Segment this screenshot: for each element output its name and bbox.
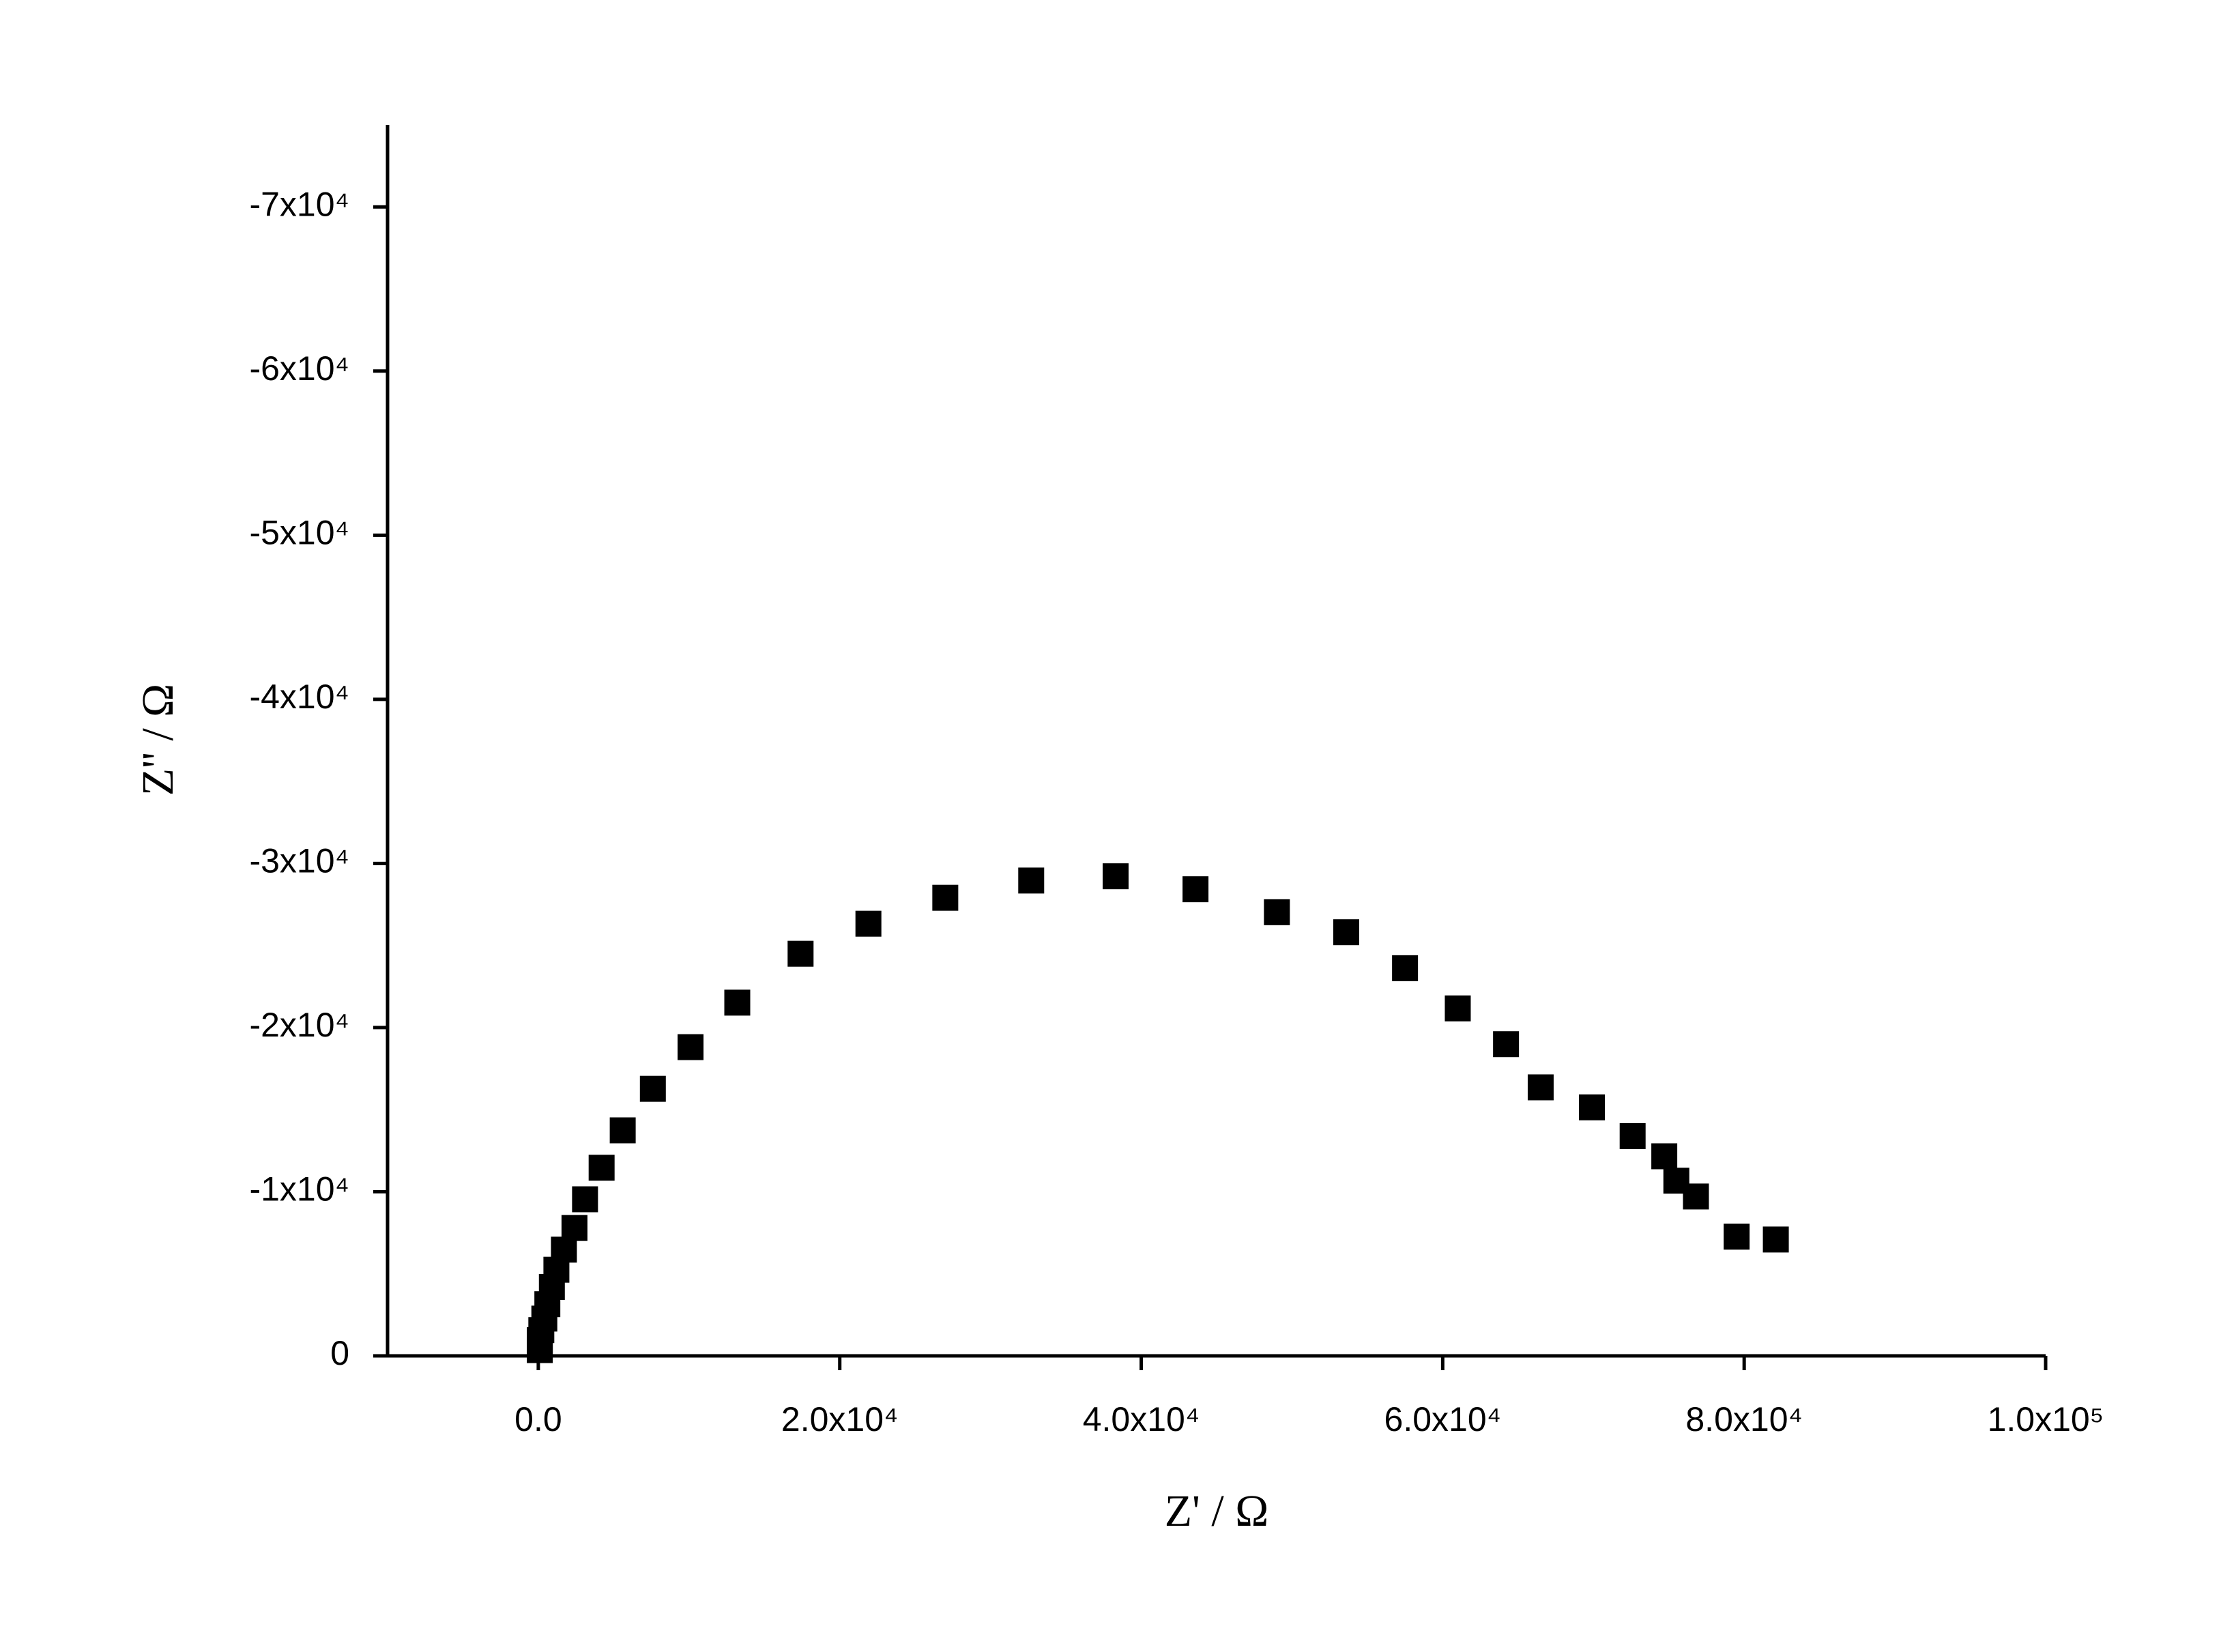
data-point xyxy=(1264,899,1290,925)
data-point xyxy=(1182,876,1209,903)
data-point xyxy=(561,1215,587,1241)
x-tick-label: 1.0x10⁵ xyxy=(1988,1400,2104,1438)
x-tick-label: 4.0x10⁴ xyxy=(1083,1400,1200,1438)
y-tick-label: -1x10⁴ xyxy=(249,1170,349,1208)
data-point xyxy=(1724,1223,1750,1250)
y-tick-label: -6x10⁴ xyxy=(249,349,349,388)
y-axis-title: Z'' / Ω xyxy=(133,684,183,796)
data-point xyxy=(724,989,751,1016)
data-point xyxy=(588,1155,615,1181)
data-point xyxy=(1619,1122,1646,1149)
data-point xyxy=(787,940,814,967)
x-tick-label: 8.0x10⁴ xyxy=(1685,1400,1803,1438)
data-point xyxy=(572,1186,598,1213)
data-point xyxy=(1493,1031,1520,1058)
data-point xyxy=(1333,919,1359,946)
x-tick-label: 0.0 xyxy=(514,1400,562,1438)
data-point xyxy=(678,1034,704,1060)
data-point xyxy=(1527,1074,1554,1101)
y-tick-label: -2x10⁴ xyxy=(249,1006,349,1044)
x-tick-label: 6.0x10⁴ xyxy=(1384,1400,1502,1438)
data-point xyxy=(932,884,959,911)
data-point xyxy=(609,1117,636,1144)
data-point xyxy=(1579,1094,1606,1120)
y-tick-label: -5x10⁴ xyxy=(249,514,349,552)
data-point xyxy=(1445,995,1471,1021)
data-point xyxy=(1018,867,1045,894)
data-point xyxy=(855,910,882,937)
x-tick-label: 2.0x10⁴ xyxy=(781,1400,899,1438)
data-point xyxy=(639,1075,666,1102)
y-tick-label: -4x10⁴ xyxy=(249,678,349,716)
x-axis-title: Z' / Ω xyxy=(1165,1486,1269,1536)
data-point xyxy=(1651,1143,1678,1170)
y-tick-label: -3x10⁴ xyxy=(249,842,349,880)
data-point xyxy=(1102,863,1129,890)
data-point xyxy=(1392,955,1419,981)
y-tick-label: -7x10⁴ xyxy=(249,185,349,223)
data-point xyxy=(1762,1226,1789,1253)
data-point xyxy=(1663,1168,1689,1194)
y-tick-label: 0 xyxy=(330,1334,349,1372)
data-point xyxy=(527,1337,553,1363)
